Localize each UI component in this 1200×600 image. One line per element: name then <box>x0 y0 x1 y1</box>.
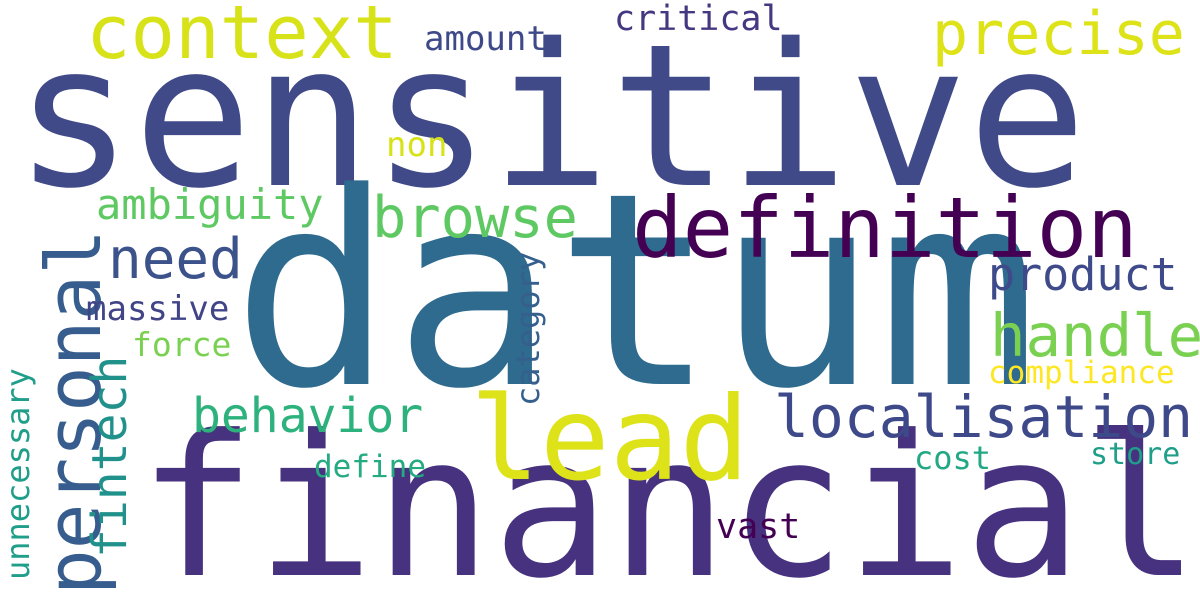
word-sensitive: sensitive <box>14 1 1087 232</box>
word-financial: financial <box>138 394 1200 600</box>
word-need: need <box>108 227 243 292</box>
word-handle: handle <box>990 301 1200 370</box>
word-datum: datum <box>232 136 1039 448</box>
word-category: category <box>509 251 547 406</box>
word-amount: amount <box>424 19 547 59</box>
word-cost: cost <box>914 439 992 477</box>
word-fintech: fintech <box>82 355 138 558</box>
word-product: product <box>988 248 1178 301</box>
word-context: context <box>86 0 398 76</box>
word-define: define <box>314 449 426 485</box>
word-critical: critical <box>614 0 783 39</box>
word-behavior: behavior <box>192 388 424 444</box>
word-browse: browse <box>372 185 578 251</box>
word-localisation: localisation <box>774 383 1194 451</box>
word-massive: massive <box>86 289 230 329</box>
word-ambiguity: ambiguity <box>96 180 324 229</box>
word-lead: lead <box>470 372 750 507</box>
word-store: store <box>1090 437 1181 472</box>
word-force: force <box>132 325 232 364</box>
word-unnecessary: unnecessary <box>0 368 37 580</box>
word-precise: precise <box>932 0 1185 69</box>
word-definition: definition <box>632 179 1138 277</box>
word-vast: vast <box>716 507 801 547</box>
word-compliance: compliance <box>988 355 1175 391</box>
word-non: non <box>386 125 448 165</box>
